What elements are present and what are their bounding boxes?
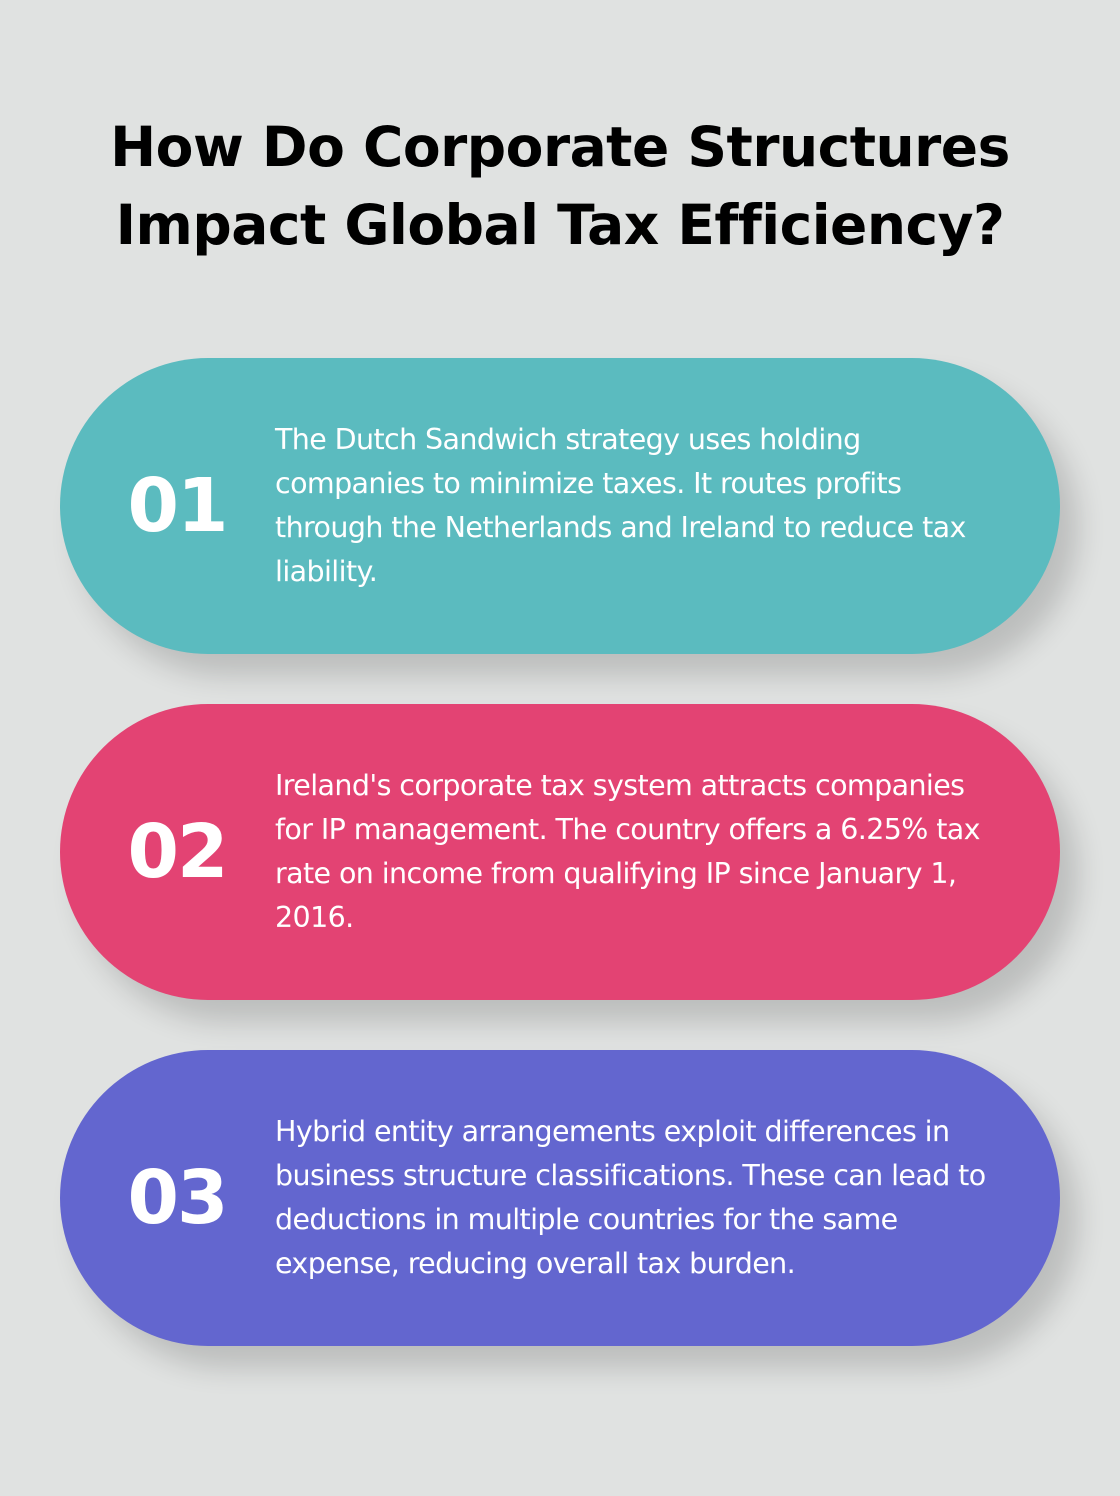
item-card-03: 03 Hybrid entity arrangements exploit di… xyxy=(60,1050,1060,1346)
page-title: How Do Corporate Structures Impact Globa… xyxy=(110,115,1010,257)
item-text: Ireland's corporate tax system attracts … xyxy=(275,769,981,934)
item-card-01: 01 The Dutch Sandwich strategy uses hold… xyxy=(60,358,1060,654)
item-number: 02 xyxy=(127,809,229,895)
item-text: Hybrid entity arrangements exploit diffe… xyxy=(275,1115,986,1280)
item-number: 01 xyxy=(127,463,229,549)
item-number: 03 xyxy=(127,1155,229,1241)
item-card-02: 02 Ireland's corporate tax system attrac… xyxy=(60,704,1060,1000)
item-text: The Dutch Sandwich strategy uses holding… xyxy=(275,423,966,588)
